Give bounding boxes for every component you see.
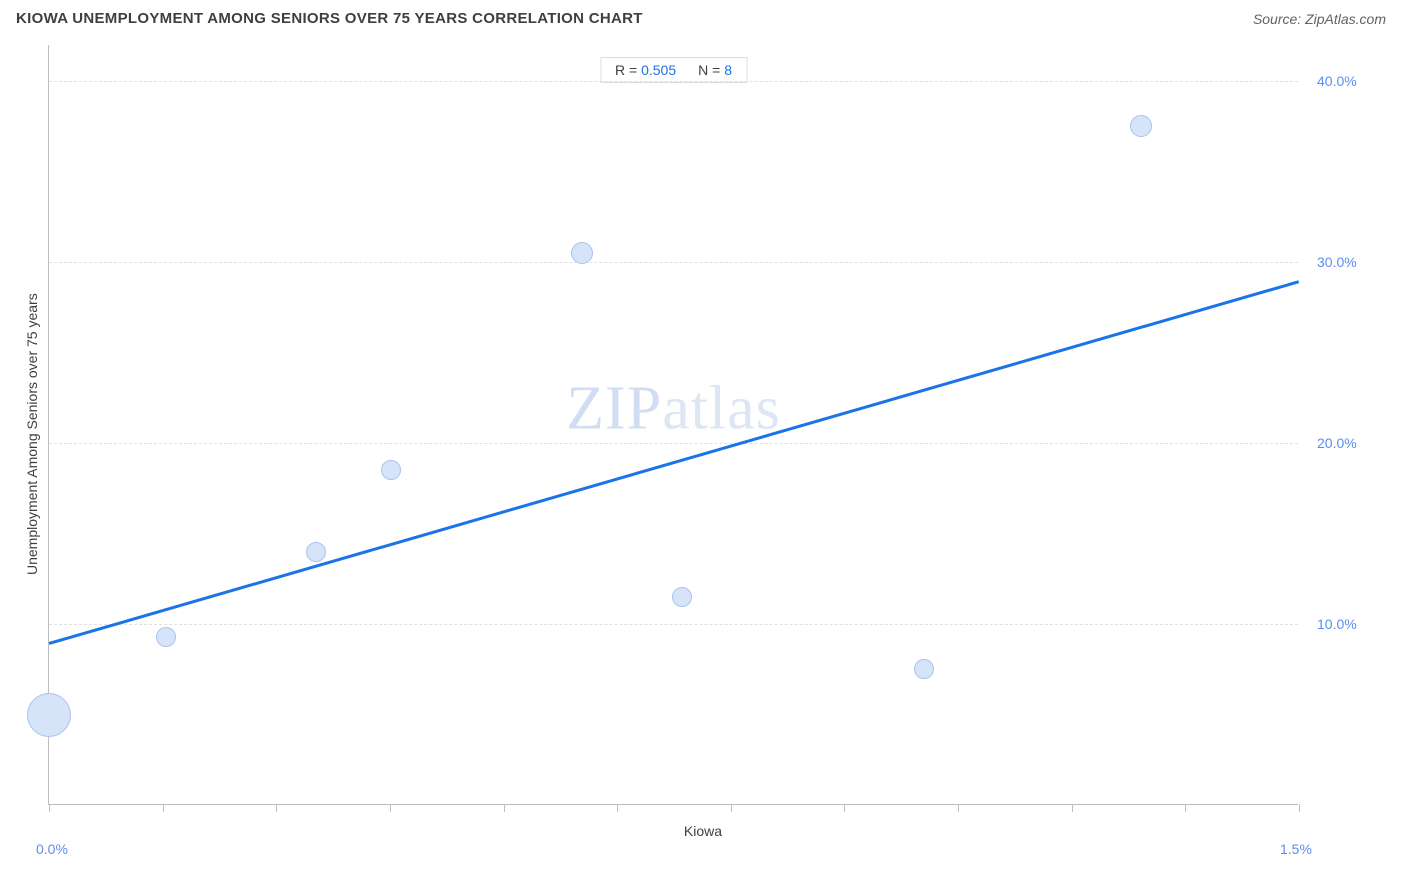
chart-title: KIOWA UNEMPLOYMENT AMONG SENIORS OVER 75…	[16, 10, 643, 27]
scatter-point	[571, 242, 593, 264]
x-max-label: 1.5%	[1280, 841, 1312, 857]
x-tick	[1072, 804, 1073, 812]
n-stat: N = 8	[698, 62, 732, 78]
gridline	[49, 443, 1298, 444]
watermark: ZIPatlas	[566, 374, 781, 445]
chart-container: Unemployment Among Seniors over 75 years…	[0, 35, 1406, 875]
y-axis-title: Unemployment Among Seniors over 75 years	[24, 293, 40, 575]
scatter-point	[1130, 115, 1152, 137]
header: KIOWA UNEMPLOYMENT AMONG SENIORS OVER 75…	[0, 0, 1406, 35]
x-tick	[504, 804, 505, 812]
x-tick	[49, 804, 50, 812]
r-label: R =	[615, 62, 637, 78]
x-min-label: 0.0%	[36, 841, 68, 857]
x-tick	[163, 804, 164, 812]
scatter-point	[381, 460, 401, 480]
r-stat: R = 0.505	[615, 62, 676, 78]
n-label: N =	[698, 62, 720, 78]
x-axis-title: Kiowa	[684, 823, 722, 839]
y-tick-label: 40.0%	[1317, 73, 1357, 89]
x-tick	[844, 804, 845, 812]
r-value: 0.505	[641, 62, 676, 78]
y-tick-label: 20.0%	[1317, 435, 1357, 451]
scatter-point	[27, 693, 71, 737]
x-tick	[617, 804, 618, 812]
x-tick	[958, 804, 959, 812]
n-value: 8	[724, 62, 732, 78]
scatter-point	[672, 587, 692, 607]
stats-box: R = 0.505 N = 8	[600, 57, 747, 83]
gridline	[49, 81, 1298, 82]
x-tick	[390, 804, 391, 812]
source-text: Source: ZipAtlas.com	[1253, 11, 1386, 27]
x-tick	[1185, 804, 1186, 812]
scatter-point	[306, 542, 326, 562]
plot-area: ZIPatlas R = 0.505 N = 8 10.0%20.0%30.0%…	[48, 45, 1298, 805]
watermark-atlas: atlas	[662, 375, 781, 443]
x-tick	[276, 804, 277, 812]
y-tick-label: 30.0%	[1317, 254, 1357, 270]
scatter-point	[156, 627, 176, 647]
x-tick	[731, 804, 732, 812]
x-tick	[1299, 804, 1300, 812]
y-tick-label: 10.0%	[1317, 616, 1357, 632]
gridline	[49, 262, 1298, 263]
gridline	[49, 624, 1298, 625]
scatter-point	[914, 659, 934, 679]
watermark-zip: ZIP	[566, 375, 662, 443]
